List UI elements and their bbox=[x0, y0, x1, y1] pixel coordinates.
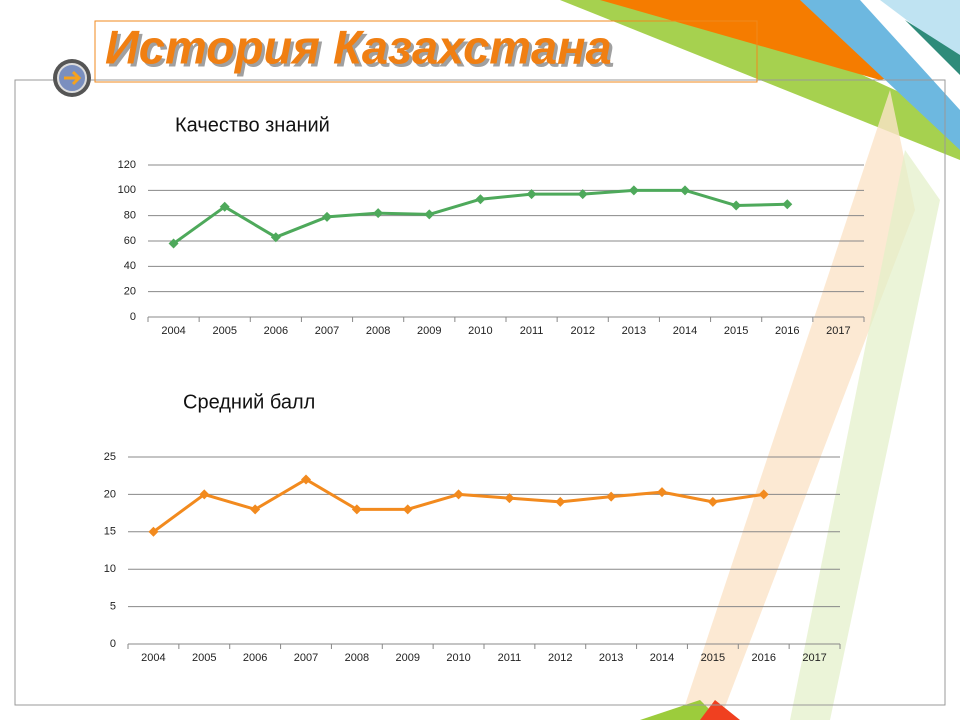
y-tick-label: 100 bbox=[118, 184, 136, 196]
x-tick-label: 2010 bbox=[446, 652, 470, 664]
y-tick-label: 25 bbox=[104, 451, 116, 463]
data-point bbox=[577, 189, 588, 200]
data-point bbox=[250, 504, 261, 515]
data-point bbox=[301, 474, 311, 485]
x-tick-label: 2011 bbox=[498, 652, 522, 664]
y-tick-label: 0 bbox=[110, 638, 116, 650]
y-tick-label: 120 bbox=[118, 159, 136, 171]
x-tick-label: 2011 bbox=[520, 325, 544, 337]
data-point bbox=[555, 496, 566, 507]
x-tick-label: 2015 bbox=[701, 652, 725, 664]
data-point bbox=[782, 199, 793, 210]
data-point bbox=[526, 189, 537, 200]
chart-title: Качество знаний bbox=[175, 114, 330, 136]
x-tick-label: 2013 bbox=[599, 652, 623, 664]
x-tick-label: 2008 bbox=[366, 325, 390, 337]
x-tick-label: 2007 bbox=[315, 325, 339, 337]
x-tick-label: 2013 bbox=[622, 325, 646, 337]
x-tick-label: 2010 bbox=[468, 325, 492, 337]
data-point bbox=[606, 491, 617, 502]
y-tick-label: 10 bbox=[104, 563, 116, 575]
x-tick-label: 2008 bbox=[345, 652, 369, 664]
decor-stripe bbox=[700, 700, 740, 720]
data-point bbox=[402, 504, 413, 515]
data-point bbox=[731, 200, 742, 211]
data-point bbox=[504, 493, 515, 504]
data-point bbox=[373, 208, 384, 219]
y-tick-label: 80 bbox=[124, 210, 136, 222]
decor-stripe bbox=[680, 90, 915, 720]
x-tick-label: 2006 bbox=[243, 652, 267, 664]
x-tick-label: 2014 bbox=[650, 652, 674, 664]
data-point bbox=[351, 504, 362, 515]
y-tick-label: 15 bbox=[104, 526, 116, 538]
y-tick-label: 20 bbox=[104, 488, 116, 500]
decor-stripe bbox=[905, 20, 960, 75]
x-tick-label: 2009 bbox=[417, 325, 441, 337]
data-point bbox=[199, 489, 210, 500]
x-tick-label: 2012 bbox=[548, 652, 572, 664]
x-tick-label: 2017 bbox=[826, 325, 850, 337]
title-box bbox=[94, 20, 758, 83]
chart-title: Средний балл bbox=[183, 391, 315, 413]
data-point bbox=[148, 526, 159, 537]
data-point bbox=[168, 238, 179, 249]
data-point bbox=[219, 201, 230, 212]
nav-arrow bbox=[64, 70, 82, 86]
y-tick-label: 5 bbox=[110, 601, 116, 613]
x-tick-label: 2014 bbox=[673, 325, 697, 337]
y-tick-label: 20 bbox=[124, 286, 136, 298]
data-point bbox=[453, 489, 464, 500]
y-tick-label: 0 bbox=[130, 311, 136, 323]
y-tick-label: 40 bbox=[124, 260, 136, 272]
x-tick-label: 2005 bbox=[212, 325, 236, 337]
x-tick-label: 2009 bbox=[395, 652, 419, 664]
data-point bbox=[707, 496, 718, 507]
data-point bbox=[758, 489, 769, 500]
decor-stripe bbox=[800, 0, 960, 150]
y-tick-label: 60 bbox=[124, 235, 136, 247]
x-tick-label: 2016 bbox=[751, 652, 775, 664]
slide-title-shadow: История Казахстана bbox=[108, 23, 615, 76]
x-tick-label: 2015 bbox=[724, 325, 748, 337]
x-tick-label: 2012 bbox=[570, 325, 594, 337]
data-point bbox=[322, 211, 332, 222]
data-point bbox=[628, 185, 639, 196]
data-point bbox=[424, 209, 435, 220]
x-tick-label: 2006 bbox=[264, 325, 288, 337]
slide-title: История Казахстана bbox=[105, 20, 612, 73]
x-tick-label: 2005 bbox=[192, 652, 216, 664]
x-tick-label: 2007 bbox=[294, 652, 318, 664]
data-point bbox=[475, 194, 486, 205]
data-point bbox=[270, 232, 281, 243]
content-frame bbox=[14, 79, 946, 706]
decor-stripe bbox=[790, 150, 940, 720]
x-tick-label: 2016 bbox=[775, 325, 799, 337]
data-point bbox=[680, 185, 690, 196]
x-tick-label: 2004 bbox=[141, 652, 165, 664]
x-tick-label: 2004 bbox=[161, 325, 185, 337]
x-tick-label: 2017 bbox=[802, 652, 826, 664]
data-point bbox=[657, 487, 667, 498]
